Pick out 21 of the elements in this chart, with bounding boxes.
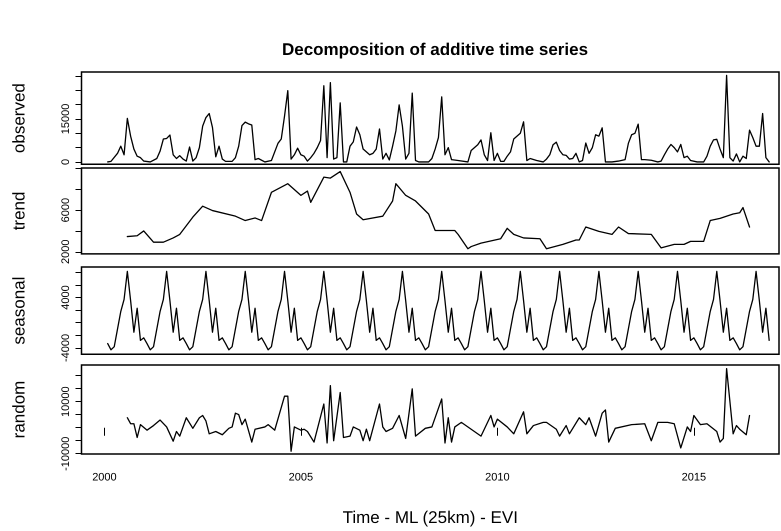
- y-axis-title: seasonal: [10, 276, 28, 345]
- y-tick-label: 6000: [60, 198, 72, 222]
- line-series: [126, 170, 750, 250]
- x-tick-label: 2015: [682, 472, 706, 484]
- x-tick-label: 2010: [485, 472, 510, 484]
- x-tick-label: 2000: [92, 472, 117, 484]
- y-tick-label: -4000: [60, 334, 72, 362]
- y-tick-label: 10000: [60, 386, 72, 417]
- x-axis-title: Time - ML (25km) - EVI: [342, 508, 518, 527]
- y-axis-title: trend: [10, 192, 28, 230]
- line-series: [126, 368, 750, 452]
- line-series: [107, 270, 770, 350]
- chart-title: Decomposition of additive time series: [282, 40, 588, 59]
- y-tick-label: -10000: [60, 436, 72, 471]
- x-tick-label: 2005: [288, 472, 314, 484]
- y-axis-title: random: [10, 380, 28, 438]
- y-tick-label: 15000: [60, 104, 72, 134]
- y-tick-label: 0: [60, 158, 72, 166]
- y-axis-title: observed: [10, 83, 28, 154]
- y-tick-label: 2000: [60, 240, 72, 264]
- y-tick-label: 4000: [60, 285, 72, 310]
